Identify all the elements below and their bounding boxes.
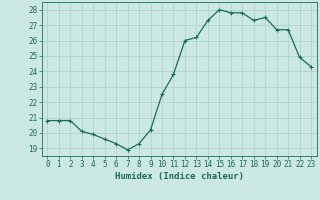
X-axis label: Humidex (Indice chaleur): Humidex (Indice chaleur) — [115, 172, 244, 181]
